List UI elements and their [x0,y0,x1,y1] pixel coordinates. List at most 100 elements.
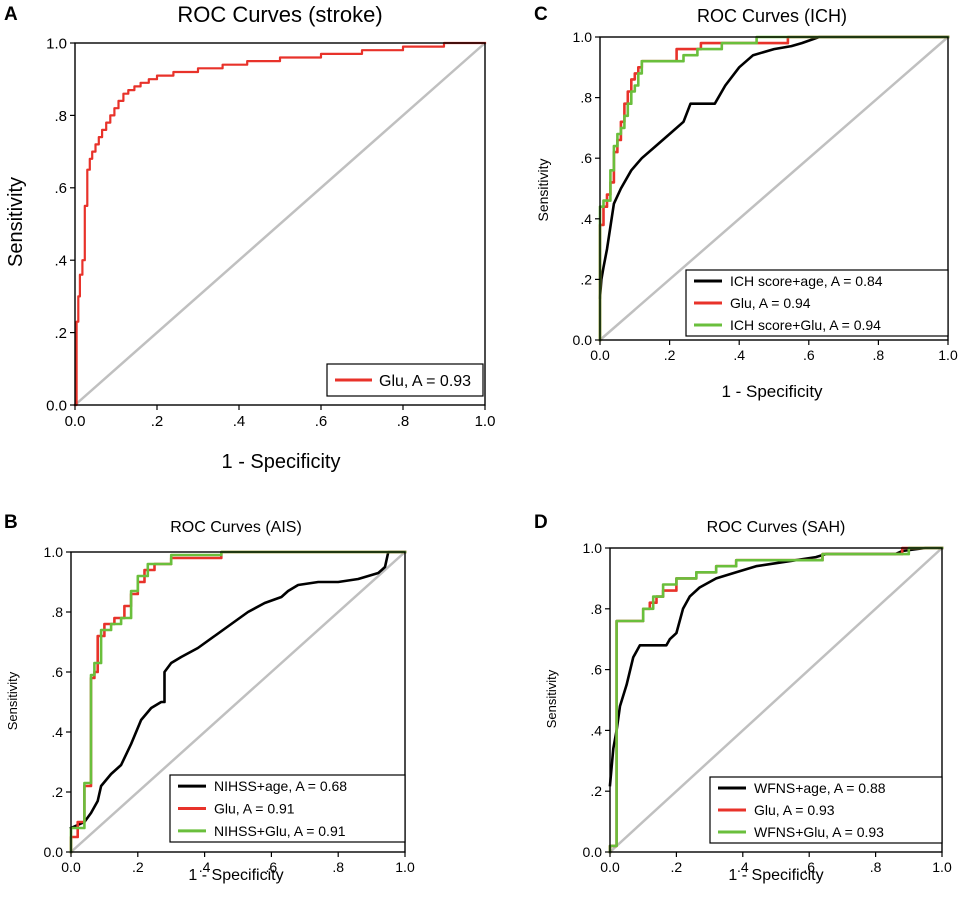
y-tick-label: .6 [51,664,63,680]
series-line-black [608,546,944,787]
y-tick-label: .8 [54,108,67,125]
y-tick-label: .2 [590,783,602,799]
x-tick-label: .4 [737,859,749,875]
x-tick-label: .4 [233,413,246,430]
x-tick-label: 0.0 [590,347,610,363]
series-line-red [73,41,487,407]
y-tick-label: .4 [580,211,592,227]
x-tick-label: .2 [671,859,683,875]
x-tick-label: 0.0 [65,413,86,430]
y-axis-label: Sensitivity [5,671,20,730]
legend-entry: ICH score+Glu, A = 0.94 [730,317,881,333]
series-line-green [598,35,950,342]
legend-box [685,269,949,337]
x-tick-label: .8 [870,859,882,875]
y-tick-label: 0.0 [583,844,603,860]
plot-frame [609,547,943,853]
x-tick-label: 1.0 [395,859,415,875]
x-tick-label: .2 [132,859,144,875]
chart-title: ROC Curves (AIS) [170,519,302,536]
x-axis-label: 1 - Specificity [728,867,823,884]
x-tick-label: 0.0 [600,859,620,875]
x-tick-label: 0.0 [61,859,81,875]
plot-frame [599,36,949,341]
panel-letter: C [534,4,548,25]
plot-frame [70,551,406,853]
legend: NIHSS+age, A = 0.68 Glu, A = 0.91 NIHSS+Gl… [169,774,406,843]
series-line-green [608,546,944,854]
reference-diagonal-line [74,42,486,406]
y-tick-label: 0.0 [46,397,67,414]
x-tick-label: .6 [803,347,815,363]
x-tick-label: .4 [733,347,745,363]
x-tick-label: .2 [664,347,676,363]
y-tick-label: .2 [54,325,67,342]
x-tick-label: .8 [332,859,344,875]
y-tick-label: .4 [51,724,63,740]
chart-title: ROC Curves (SAH) [707,519,846,536]
x-tick-label: .6 [315,413,328,430]
x-tick-label: .4 [199,859,211,875]
y-tick-label: .8 [51,604,63,620]
x-tick-label: 1.0 [932,859,952,875]
y-tick-label: .6 [54,180,67,197]
panel-letter: A [4,4,18,25]
y-tick-label: 1.0 [44,544,64,560]
series-line-green [69,550,407,854]
x-axis-label: 1 - Specificity [222,451,341,473]
legend-box [169,774,406,843]
x-tick-label: 1.0 [475,413,496,430]
y-tick-label: .4 [54,253,67,270]
plot-frame [74,42,486,406]
legend-entry: Glu, A = 0.94 [730,295,811,311]
y-axis-label: Sensitivity [535,158,551,221]
y-tick-label: .6 [580,150,592,166]
legend-entry: Glu, A = 0.91 [214,801,295,817]
chart-title: ROC Curves (stroke) [177,2,382,27]
x-tick-label: .6 [266,859,278,875]
legend-entry: ICH score+age, A = 0.84 [730,273,883,289]
y-tick-label: 0.0 [44,844,64,860]
series-line-black [69,550,407,830]
y-tick-label: .8 [580,90,592,106]
x-tick-label: 1.0 [938,347,958,363]
reference-diagonal-line [599,36,949,341]
reference-diagonal-line [70,551,406,853]
x-tick-label: .8 [397,413,410,430]
panel-letter: B [4,512,18,533]
legend-entry: Glu, A = 0.93 [379,373,471,390]
chart-title: ROC Curves (ICH) [697,6,847,26]
legend: ICH score+age, A = 0.84 Glu, A = 0.94 ICH … [685,269,949,337]
x-axis-label: 1 - Specificity [188,867,283,884]
legend-box [709,776,943,844]
y-tick-label: 0.0 [573,332,593,348]
series-line-black [598,35,950,299]
legend-entry: WFNS+Glu, A = 0.93 [754,824,884,840]
y-axis-label: Sensitivity [5,177,27,267]
panel-c: C ROC Curves (ICH) 0.0 .2 .4 .6 .8 1.0 0.0 .2 .4 .6… [534,4,958,401]
y-tick-label: 1.0 [46,35,67,52]
series-line-red [598,35,950,342]
reference-diagonal-line [609,547,943,853]
y-tick-label: .2 [580,271,592,287]
panel-d: D ROC Curves (SAH) 0.0 .2 .4 .6 .8 1.0 0.0 .2 .4 .6… [534,512,952,884]
legend-entry: NIHSS+age, A = 0.68 [214,778,347,794]
y-tick-label: 1.0 [573,29,593,45]
y-tick-label: .2 [51,784,63,800]
x-tick-label: .6 [803,859,815,875]
x-tick-label: .8 [873,347,885,363]
y-tick-label: .4 [590,722,602,738]
x-axis-label: 1 - Specificity [721,382,823,401]
legend-entry: Glu, A = 0.93 [754,802,835,818]
x-tick-label: .2 [151,413,164,430]
legend: Glu, A = 0.93 [326,363,484,397]
panel-b: B ROC Curves (AIS) 0.0 .2 .4 .6 .8 1.0 0.0 .2 .4 .6… [4,512,415,884]
y-axis-label: Sensitivity [544,669,559,728]
y-tick-label: .6 [590,662,602,678]
legend: WFNS+age, A = 0.88 Glu, A = 0.93 WFNS+Glu,… [709,776,943,844]
y-tick-label: .8 [590,601,602,617]
panel-letter: D [534,512,548,533]
panel-a: A ROC Curves (stroke) 0.0 .2 .4 .6 .8 1.0 0.0 .2.… [4,2,495,473]
y-tick-label: 1.0 [583,540,603,556]
